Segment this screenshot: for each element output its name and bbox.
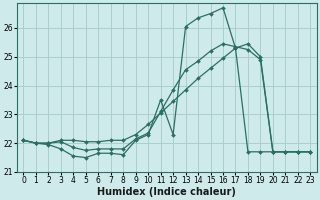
X-axis label: Humidex (Indice chaleur): Humidex (Indice chaleur) [98, 187, 236, 197]
